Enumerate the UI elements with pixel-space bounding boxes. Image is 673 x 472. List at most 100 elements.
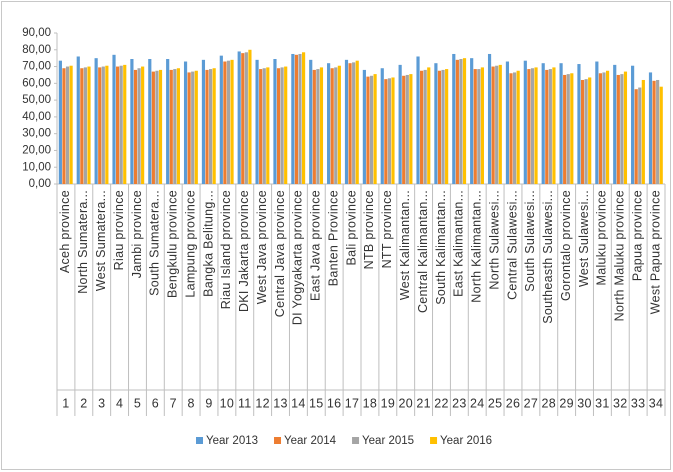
bar <box>255 59 259 184</box>
bar <box>620 74 624 184</box>
bar <box>187 72 191 184</box>
bar <box>652 80 656 184</box>
legend-swatch <box>430 437 438 444</box>
x-tick-label: South Kalimantan... <box>434 190 448 305</box>
category-number: 4 <box>116 396 123 410</box>
category-number: 19 <box>381 396 396 410</box>
bar <box>352 62 356 184</box>
category-number: 17 <box>345 396 360 410</box>
bar <box>584 79 588 184</box>
bar <box>348 63 352 185</box>
bar <box>194 70 198 184</box>
bar <box>212 68 216 184</box>
category-number: 26 <box>506 396 521 410</box>
bar <box>423 69 427 184</box>
category-number: 27 <box>524 396 539 410</box>
bar <box>327 63 331 185</box>
x-tick-label: South Sumatera... <box>148 190 162 296</box>
bar <box>219 55 223 185</box>
bar <box>495 65 499 184</box>
x-tick-label: Aceh province <box>58 190 72 273</box>
bar <box>452 53 456 184</box>
x-tick-label: Gorontalo province <box>559 190 573 301</box>
bar <box>87 66 91 184</box>
bar <box>330 68 334 184</box>
legend-label: Year 2014 <box>284 435 337 447</box>
bar <box>355 60 359 184</box>
bar <box>166 59 170 184</box>
bar <box>659 86 663 184</box>
bar <box>266 67 270 184</box>
bar <box>570 73 574 184</box>
bar <box>183 61 188 185</box>
bar <box>373 74 377 184</box>
bar <box>566 74 570 184</box>
bar <box>316 69 320 184</box>
bar <box>83 67 87 184</box>
bar <box>595 61 599 185</box>
bar <box>105 65 109 184</box>
bar <box>656 79 660 184</box>
bar <box>69 65 73 184</box>
bar <box>416 56 420 184</box>
bar <box>312 69 316 184</box>
bar <box>405 74 409 184</box>
bar <box>491 66 495 184</box>
bar <box>577 64 581 184</box>
bar <box>230 59 234 184</box>
bar <box>76 56 80 184</box>
x-tick-label: West Papua province <box>648 190 662 314</box>
x-tick-label: Bali province <box>344 190 358 265</box>
legend-swatch <box>274 437 282 444</box>
category-number: 29 <box>559 396 574 410</box>
category-number: 14 <box>291 396 306 410</box>
category-number: 9 <box>205 396 212 410</box>
x-tick-label: NTT province <box>380 190 394 268</box>
category-number: 24 <box>470 396 485 410</box>
bar <box>337 65 341 184</box>
bar <box>244 52 248 184</box>
y-tick-label: 40,00 <box>22 111 51 123</box>
x-tick-label: DI Yogyakarta province <box>291 190 305 325</box>
bar <box>112 54 116 184</box>
y-tick-label: 20,00 <box>22 144 51 156</box>
bar <box>141 66 145 184</box>
x-tick-label: Bengkulu province <box>166 190 180 298</box>
bar <box>588 77 592 184</box>
bar <box>613 64 617 184</box>
bar <box>62 68 66 184</box>
category-number: 7 <box>170 396 177 410</box>
category-number: 33 <box>631 396 646 410</box>
bar <box>602 72 606 184</box>
category-number: 28 <box>542 396 557 410</box>
bar <box>530 68 535 184</box>
bar <box>280 67 284 184</box>
bar <box>241 53 245 185</box>
bar <box>445 69 449 184</box>
category-number: 21 <box>416 396 431 410</box>
y-tick-label: 80,00 <box>22 44 51 56</box>
bar <box>191 71 195 184</box>
x-tick-label: Central Sulawesi... <box>505 190 519 300</box>
bar <box>498 64 502 184</box>
bar <box>273 59 277 184</box>
bar <box>634 89 638 184</box>
bar <box>169 69 173 184</box>
bar <box>248 49 252 185</box>
x-tick-label: Central Java province <box>273 190 287 317</box>
category-number: 13 <box>273 396 288 410</box>
bar <box>631 65 635 184</box>
category-number: 12 <box>255 396 270 410</box>
bar <box>616 74 620 184</box>
bar <box>116 66 120 184</box>
bar <box>505 61 510 185</box>
x-tick-label: North Sulawesi... <box>487 190 501 290</box>
bar <box>563 74 567 184</box>
bar <box>459 59 463 184</box>
bar <box>509 73 513 184</box>
bar <box>391 77 395 184</box>
bar <box>309 59 313 184</box>
category-number: 16 <box>327 396 342 410</box>
y-tick-label: 0,00 <box>29 178 51 190</box>
bar <box>402 75 406 184</box>
